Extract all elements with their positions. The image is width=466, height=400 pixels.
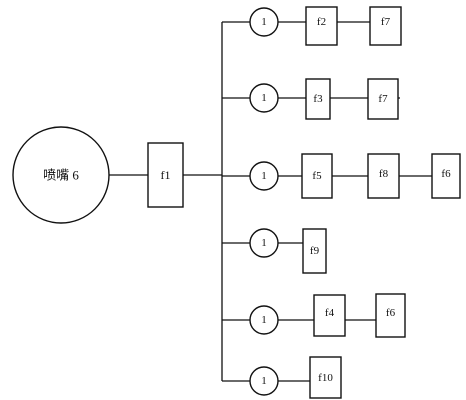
hub-box-rect (147, 142, 184, 208)
branch-5-box-1 (313, 294, 346, 337)
source-nozzle-circle (12, 126, 110, 224)
source-nozzle-label: 喷嘴 6 (43, 168, 79, 183)
connectors (109, 22, 223, 381)
branch-6-box-1-label: f10 (318, 372, 333, 384)
branch-1-box-2 (369, 6, 402, 46)
branch-2-box-2 (367, 78, 399, 120)
branch-1: 1 f2 f7 (222, 6, 402, 46)
branch-3-box-2-label: f8 (379, 168, 389, 180)
branch-3-box-2 (367, 153, 400, 199)
branch-4-valve (249, 228, 279, 258)
branch-4-valve-label: 1 (261, 237, 267, 249)
branch-1-box-1-label: f2 (317, 16, 326, 28)
branch-1-valve-label: 1 (261, 16, 267, 28)
branch-4: 1 f9 (222, 228, 327, 274)
branch-5: 1 f4 f6 (222, 293, 406, 338)
branch-3-box-3-label: f6 (441, 168, 451, 180)
hub-box-label: f1 (161, 168, 171, 182)
branch-2: 1 f3 f7 (222, 78, 400, 120)
branch-5-valve (249, 305, 279, 335)
branch-1-box-1 (305, 6, 338, 46)
branch-2-valve-label: 1 (261, 92, 267, 104)
branch-6-box-1 (309, 356, 342, 399)
branch-5-box-1-label: f4 (325, 307, 335, 319)
branch-3-valve-label: 1 (261, 170, 267, 182)
hub-box: f1 (147, 142, 184, 208)
branch-6-valve (249, 366, 279, 396)
branch-3-box-3 (431, 153, 461, 199)
branch-2-box-1 (305, 78, 331, 120)
source-nozzle: 喷嘴 6 (12, 126, 110, 224)
branch-3-valve (249, 161, 279, 191)
branch-4-box-1 (302, 228, 327, 274)
branch-2-box-1-label: f3 (313, 93, 323, 105)
branch-3-box-1-label: f5 (312, 170, 322, 182)
branch-3-box-1 (301, 153, 333, 199)
branch-2-box-2-label: f7 (378, 93, 388, 105)
branch-4-box-1-label: f9 (310, 245, 320, 257)
branch-1-box-2-label: f7 (381, 16, 391, 28)
branch-3: 1 f5 f8 f6 (222, 153, 461, 199)
branch-6: 1 f10 (222, 356, 342, 399)
branch-6-valve-label: 1 (261, 375, 267, 387)
branch-2-valve (249, 83, 279, 113)
branch-5-valve-label: 1 (261, 314, 267, 326)
branch-5-box-2 (375, 293, 406, 338)
branch-5-box-2-label: f6 (386, 307, 396, 319)
branch-1-valve (249, 7, 279, 37)
